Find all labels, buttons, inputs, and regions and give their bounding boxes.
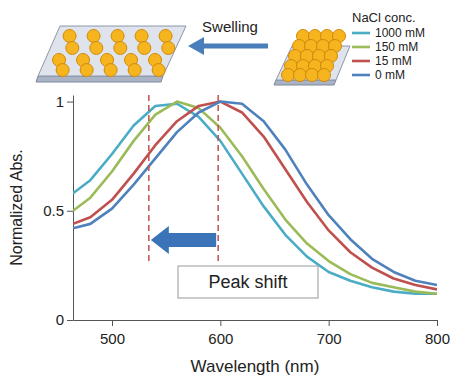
x-tick-mark	[437, 320, 438, 326]
y-axis: 00.51	[43, 93, 73, 328]
y-tick: 0.5	[43, 202, 73, 219]
reference-line	[217, 95, 219, 261]
y-tick: 1	[56, 93, 73, 110]
particle	[318, 69, 331, 82]
particle	[152, 64, 165, 77]
legend-title: NaCl conc.	[352, 10, 416, 25]
x-tick: 600	[208, 320, 233, 347]
legend-swatch	[352, 46, 370, 49]
illustration	[36, 26, 350, 85]
x-axis: 500 600 700 800	[74, 320, 451, 347]
x-tick-mark	[112, 320, 113, 326]
particle	[90, 42, 103, 55]
particle	[66, 42, 79, 55]
annotation: Peak shift	[208, 272, 287, 292]
particle	[128, 64, 141, 77]
x-tick-label: 600	[208, 330, 233, 347]
particle	[87, 30, 100, 43]
particle	[282, 69, 295, 82]
particle	[80, 64, 93, 77]
y-tick-label: 0.5	[43, 202, 64, 219]
y-axis-line	[73, 96, 74, 321]
particle	[306, 69, 319, 82]
x-axis-line	[74, 320, 438, 321]
y-tick-mark	[67, 211, 73, 212]
particle	[111, 30, 124, 43]
x-axis-title: Wavelength (nm)	[191, 357, 320, 376]
y-tick-label: 1	[56, 93, 64, 110]
legend-label: 1000 mM	[375, 26, 425, 40]
y-tick-label: 0	[56, 311, 64, 328]
y-tick: 0	[56, 311, 73, 328]
reference-line	[148, 95, 150, 261]
x-tick: 800	[425, 320, 450, 347]
x-tick-label: 500	[100, 330, 125, 347]
legend-label: 15 mM	[375, 54, 412, 68]
legend-swatch	[352, 74, 370, 77]
x-tick: 500	[100, 320, 125, 347]
particle	[104, 64, 117, 77]
x-tick-mark	[220, 320, 221, 326]
substrate	[38, 26, 186, 76]
swelling-arrow	[200, 44, 268, 49]
chart: Swelling50060070080000.51Wavelength (nm)…	[0, 0, 460, 380]
y-tick-mark	[67, 320, 73, 321]
x-tick: 700	[317, 320, 342, 347]
series-line	[73, 102, 437, 294]
legend-label: 0 mM	[375, 68, 405, 82]
series-line	[73, 102, 437, 290]
legend: NaCl conc.1000 mM150 mM15 mM0 mM	[352, 10, 425, 82]
legend-swatch	[352, 32, 370, 35]
swelling-arrowhead	[188, 37, 204, 55]
y-tick-mark	[67, 102, 73, 103]
particle	[294, 69, 307, 82]
annotation-box	[178, 266, 318, 298]
annotation: Swelling	[202, 18, 258, 35]
substrate-front	[36, 76, 163, 82]
particle	[114, 42, 127, 55]
particle	[135, 30, 148, 43]
series-line	[73, 102, 437, 285]
particle	[162, 42, 175, 55]
peak-shift-arrow	[151, 226, 216, 254]
legend-swatch	[352, 60, 370, 63]
plot-area	[73, 95, 437, 294]
particle	[138, 42, 151, 55]
particle	[63, 30, 76, 43]
legend-label: 150 mM	[375, 40, 418, 54]
x-tick-mark	[329, 320, 330, 326]
particle	[159, 30, 172, 43]
particle	[56, 64, 69, 77]
x-tick-label: 800	[425, 330, 450, 347]
x-tick-label: 700	[317, 330, 342, 347]
y-axis-title: Normalized Abs.	[8, 149, 25, 266]
